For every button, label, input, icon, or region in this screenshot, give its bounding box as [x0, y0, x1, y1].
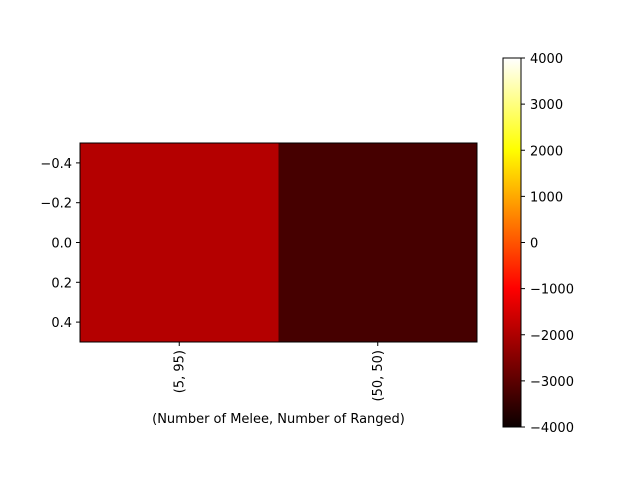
x-axis: (5, 95) (50, 50) [172, 342, 386, 402]
y-tick-label: 0.2 [51, 276, 72, 291]
colorbar-tick-label: 4000 [530, 52, 563, 67]
colorbar-tick-label: −4000 [530, 421, 574, 436]
y-axis: −0.4 −0.2 0.0 0.2 0.4 [40, 157, 80, 331]
colorbar-tick-label: 3000 [530, 98, 563, 113]
y-tick-label: −0.4 [40, 157, 72, 172]
x-tick-label: (5, 95) [172, 350, 187, 393]
heatmap-cell [80, 143, 279, 342]
colorbar [503, 58, 521, 427]
colorbar-tick-label: −3000 [530, 375, 574, 390]
x-axis-label: (Number of Melee, Number of Ranged) [152, 412, 405, 427]
plot-area [80, 143, 477, 342]
y-tick-label: −0.2 [40, 197, 72, 212]
colorbar-tick-label: 1000 [530, 190, 563, 205]
x-tick-label: (50, 50) [371, 350, 386, 402]
colorbar-tick-label: −1000 [530, 283, 574, 298]
y-tick-label: 0.0 [51, 237, 72, 252]
y-tick-label: 0.4 [51, 316, 72, 331]
colorbar-axis: 4000 3000 2000 1000 0 −1000 −2000 −3000 −4000 [521, 52, 574, 436]
heatmap-cell [278, 143, 477, 342]
colorbar-tick-label: 2000 [530, 144, 563, 159]
colorbar-tick-label: 0 [530, 237, 538, 252]
colorbar-tick-label: −2000 [530, 329, 574, 344]
